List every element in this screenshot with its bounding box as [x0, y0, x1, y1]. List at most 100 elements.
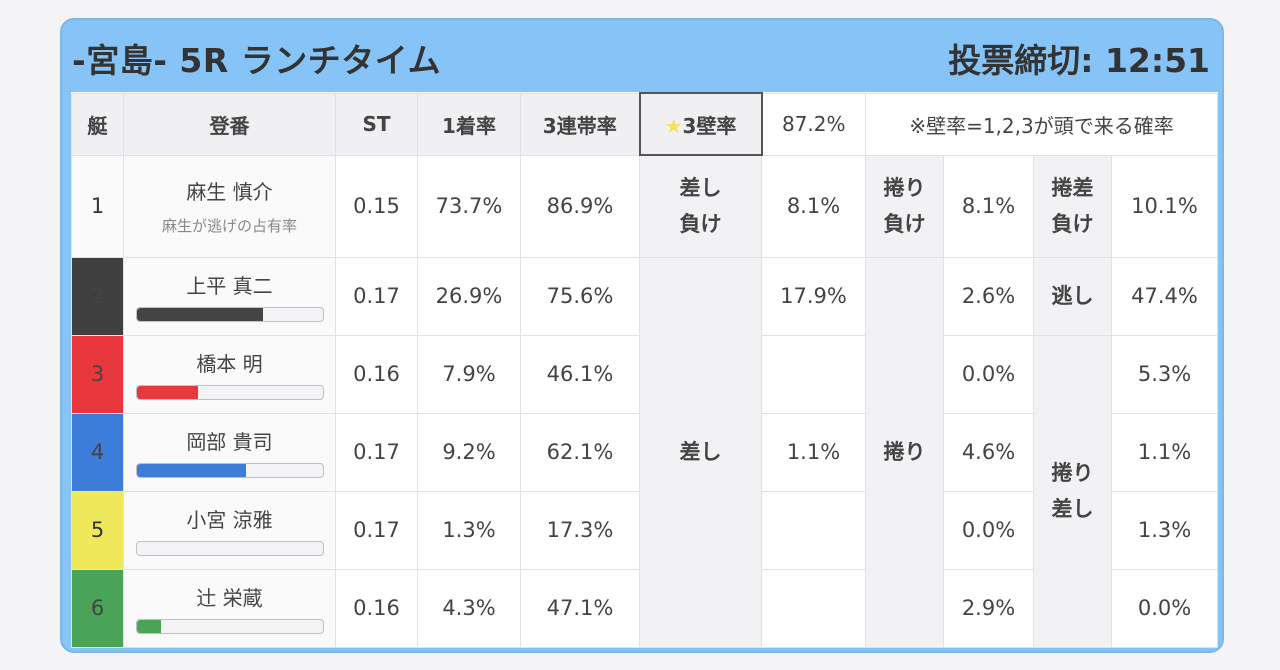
- nige-value: 47.4%: [1110, 256, 1219, 336]
- racer-name: 岡部 貴司: [186, 430, 273, 454]
- boat-number: 5: [71, 490, 124, 570]
- top3-rate-value: 47.1%: [520, 568, 640, 648]
- makurisashi-value: 1.1%: [1110, 412, 1219, 492]
- rate-bar-fill: [136, 620, 161, 633]
- table-row: 5 小宮 涼雅 0.17 1.3% 17.3% 0.0% 1.3%: [71, 490, 1219, 570]
- racer-name: 麻生 慎介: [186, 180, 273, 204]
- makuri-make-label: 捲り 負け: [865, 154, 944, 258]
- wall-rate-label: 3壁率: [682, 113, 737, 138]
- header-top3-rate: 3連帯率: [520, 92, 640, 156]
- table-row: 4 岡部 貴司 0.17 9.2% 62.1% 1.1% 4.6% 1.1%: [71, 412, 1219, 492]
- makuri-value: 0.0%: [943, 490, 1034, 570]
- label-line: 捲り: [1051, 461, 1094, 485]
- racer-cell: 上平 真二: [123, 256, 336, 336]
- win-rate-value: 9.2%: [417, 412, 521, 492]
- boat-number: 1: [71, 154, 124, 258]
- wall-rate-note: ※壁率=1,2,3が頭で来る確率: [864, 92, 1219, 156]
- top3-rate-value: 75.6%: [520, 256, 640, 336]
- st-value: 0.17: [335, 412, 418, 492]
- label-line: 捲差: [1051, 176, 1094, 200]
- sashi-value-empty: [761, 334, 866, 414]
- header-wall-rate: ★3壁率: [638, 92, 763, 156]
- boat-number: 4: [71, 412, 124, 492]
- table-row: 2 上平 真二 0.17 26.9% 75.6% 差し 17.9% 捲り 2.6…: [71, 256, 1219, 648]
- rate-bar-fill: [136, 308, 263, 321]
- nige-label: 逃し: [1033, 256, 1112, 336]
- win-rate-value: 73.7%: [417, 154, 521, 258]
- rate-bar: [135, 307, 324, 322]
- sashi-value: 17.9%: [761, 256, 866, 336]
- makurisashi-value: 1.3%: [1110, 490, 1219, 570]
- race-title: -宮島- 5R ランチタイム: [72, 41, 442, 80]
- race-table: 艇 登番 ST 1着率 3連帯率 ★3壁率 87.2% ※壁率=1,2,3が頭で…: [71, 92, 1219, 648]
- boat-number: 2: [71, 256, 124, 336]
- table-row: 1 麻生 慎介 麻生が逃げの占有率 0.15 73.7% 86.9% 差し 負け …: [71, 154, 1219, 258]
- win-rate-value: 4.3%: [417, 568, 521, 648]
- makuri-value: 2.6%: [943, 256, 1034, 336]
- makurisashi-value: 0.0%: [1110, 568, 1219, 648]
- makurisashi-make-label: 捲差 負け: [1033, 154, 1112, 258]
- win-rate-value: 1.3%: [417, 490, 521, 570]
- st-value: 0.17: [335, 490, 418, 570]
- makurisashi-label: 捲り 差し: [1033, 334, 1112, 648]
- racer-name: 辻 栄蔵: [196, 586, 263, 610]
- top3-rate-value: 17.3%: [520, 490, 640, 570]
- header-st: ST: [335, 92, 418, 156]
- win-rate-value: 7.9%: [417, 334, 521, 414]
- top3-rate-value: 62.1%: [520, 412, 640, 492]
- header-win-rate: 1着率: [417, 92, 521, 156]
- makuri-value: 0.0%: [943, 334, 1034, 414]
- win-rate-value: 26.9%: [417, 256, 521, 336]
- racer-name: 橋本 明: [196, 352, 263, 376]
- race-card: -宮島- 5R ランチタイム 投票締切: 12:51 艇 登番 ST 1着率 3…: [60, 18, 1224, 653]
- sashi-label: 差し: [639, 256, 762, 648]
- header-boat: 艇: [71, 92, 124, 156]
- rate-bar: [135, 619, 324, 634]
- label-line: 負け: [1051, 212, 1094, 236]
- racer-name: 上平 真二: [186, 274, 273, 298]
- st-value: 0.17: [335, 256, 418, 336]
- label-line: 差し: [679, 176, 722, 201]
- label-line: 負け: [679, 212, 722, 237]
- sashi-make-label: 差し 負け: [639, 154, 762, 258]
- boat-number: 6: [71, 568, 124, 648]
- makuri-label: 捲り: [865, 256, 944, 648]
- boat-number: 3: [71, 334, 124, 414]
- table-row: 3 橋本 明 0.16 7.9% 46.1% 0.0% 捲り差し 5.3%: [71, 334, 1219, 648]
- label-line: 捲り: [883, 176, 926, 200]
- racer-cell: 麻生 慎介 麻生が逃げの占有率: [123, 154, 336, 258]
- table-row: 6 辻 栄蔵 0.16 4.3% 47.1% 2.9% 0.0%: [71, 568, 1219, 648]
- rate-bar-fill: [136, 386, 198, 399]
- makuri-value: 4.6%: [943, 412, 1034, 492]
- sashi-value: 1.1%: [761, 412, 866, 492]
- top3-rate-value: 46.1%: [520, 334, 640, 414]
- sashi-value-empty: [761, 568, 866, 648]
- rate-bar: [135, 463, 324, 478]
- st-value: 0.16: [335, 334, 418, 414]
- racer-note: 麻生が逃げの占有率: [161, 217, 297, 235]
- makuri-make-value: 8.1%: [943, 154, 1034, 258]
- racer-cell: 辻 栄蔵: [123, 568, 336, 648]
- racer-cell: 小宮 涼雅: [123, 490, 336, 570]
- star-icon: ★: [664, 113, 683, 138]
- st-value: 0.15: [335, 154, 418, 258]
- rate-bar-fill: [136, 464, 247, 477]
- racer-name: 小宮 涼雅: [186, 508, 273, 532]
- rate-bar: [135, 385, 324, 400]
- makurisashi-make-value: 10.1%: [1110, 154, 1219, 258]
- racer-cell: 岡部 貴司: [123, 412, 336, 492]
- sashi-make-value: 8.1%: [761, 154, 866, 258]
- st-value: 0.16: [335, 568, 418, 648]
- makuri-value: 2.9%: [943, 568, 1034, 648]
- label-line: 差し: [1051, 497, 1094, 521]
- rate-bar: [135, 541, 324, 556]
- header-racer: 登番: [123, 92, 336, 156]
- table-header-row: 艇 登番 ST 1着率 3連帯率 ★3壁率 87.2% ※壁率=1,2,3が頭で…: [71, 92, 1219, 156]
- sashi-value-empty: [761, 490, 866, 570]
- voting-deadline: 投票締切: 12:51: [948, 41, 1210, 80]
- wall-rate-value: 87.2%: [761, 92, 866, 156]
- label-line: 負け: [883, 212, 926, 236]
- racer-cell: 橋本 明: [123, 334, 336, 414]
- makurisashi-value: 5.3%: [1110, 334, 1219, 414]
- top3-rate-value: 86.9%: [520, 154, 640, 258]
